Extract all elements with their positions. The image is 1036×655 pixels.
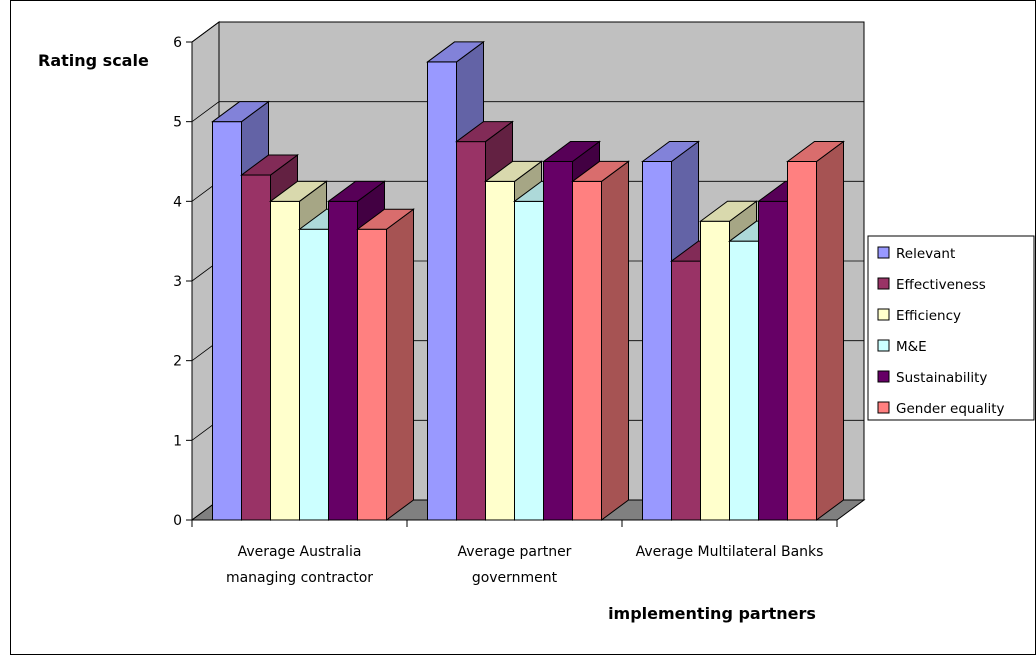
legend-label: Effectiveness	[896, 277, 986, 293]
bar-front	[758, 200, 788, 521]
legend-swatch	[877, 370, 890, 383]
bar-side	[386, 208, 414, 521]
bar-front	[572, 180, 602, 521]
x-tick-label-line: government	[472, 570, 558, 586]
bar-front	[671, 260, 701, 521]
bar-front	[299, 228, 329, 521]
bar-front	[212, 121, 242, 521]
bar-top	[483, 160, 544, 182]
gridline	[191, 21, 864, 43]
x-tick-label: Average Multilateral Banks	[636, 544, 824, 560]
legend-swatch	[877, 339, 890, 352]
bar-front	[485, 180, 515, 521]
x-tick-label: Average partner government	[458, 544, 572, 586]
y-tick-label: 3	[173, 274, 182, 290]
x-tick-label-line: Average Multilateral Banks	[636, 544, 824, 560]
bar-front	[427, 61, 457, 521]
bar-top	[541, 141, 602, 162]
bar-top	[698, 200, 759, 222]
bar-side	[816, 140, 844, 521]
x-axis: Average Australia managing contractorAver…	[191, 519, 838, 586]
bar-top	[640, 141, 701, 162]
bar-top	[239, 154, 300, 176]
legend-swatch	[877, 277, 890, 290]
y-tick-label: 0	[173, 513, 182, 529]
bar-front	[328, 200, 358, 521]
y-axis-title: Rating scale	[38, 51, 149, 70]
y-tick-label: 4	[173, 194, 182, 210]
bar-front	[357, 228, 387, 521]
gridline	[191, 101, 864, 122]
bar-front	[543, 161, 573, 521]
bar-front	[700, 220, 730, 521]
bars	[210, 40, 846, 521]
legend-swatch	[877, 401, 890, 414]
bar-top	[268, 180, 329, 202]
y-tick-label: 6	[173, 35, 182, 51]
bar-front	[456, 141, 486, 521]
y-tick-label: 2	[173, 354, 182, 370]
y-tick-label: 5	[173, 115, 182, 131]
x-tick-label: Average Australia managing contractor	[226, 544, 373, 586]
bar-top	[454, 121, 515, 143]
x-tick-label-line: Average Australia	[238, 544, 362, 560]
legend: Relevant Effectiveness Efficiency M&E Sustai…	[867, 235, 1035, 421]
bar-top	[326, 180, 387, 202]
bar-top	[785, 141, 846, 162]
bar	[785, 140, 846, 521]
bar-front	[787, 161, 817, 521]
bar-side	[601, 160, 629, 521]
bar-front	[729, 240, 759, 521]
legend-label: M&E	[896, 339, 927, 355]
bar-front	[270, 200, 300, 521]
bar-top	[355, 208, 416, 230]
bar-top	[210, 101, 271, 123]
x-tick-label-line: managing contractor	[226, 570, 373, 586]
bar-front	[241, 174, 271, 521]
x-tick-label-line: Average partner	[458, 544, 572, 560]
legend-label: Efficiency	[896, 308, 961, 324]
y-tick-label: 1	[173, 433, 182, 449]
x-axis-title: implementing partners	[608, 604, 816, 623]
legend-label: Gender equality	[896, 401, 1005, 417]
legend-swatch	[877, 308, 890, 321]
bar-top	[570, 160, 631, 182]
legend-label: Sustainability	[896, 370, 987, 386]
bar-top	[425, 41, 486, 63]
bar-front	[514, 200, 544, 521]
bar	[570, 160, 631, 521]
legend-box	[867, 235, 1035, 421]
bar-front	[642, 161, 672, 521]
legend-swatch	[877, 246, 890, 259]
y-axis: 0 1 2 3 4 5 6	[173, 35, 193, 529]
bar	[355, 208, 416, 521]
legend-label: Relevant	[896, 246, 955, 262]
